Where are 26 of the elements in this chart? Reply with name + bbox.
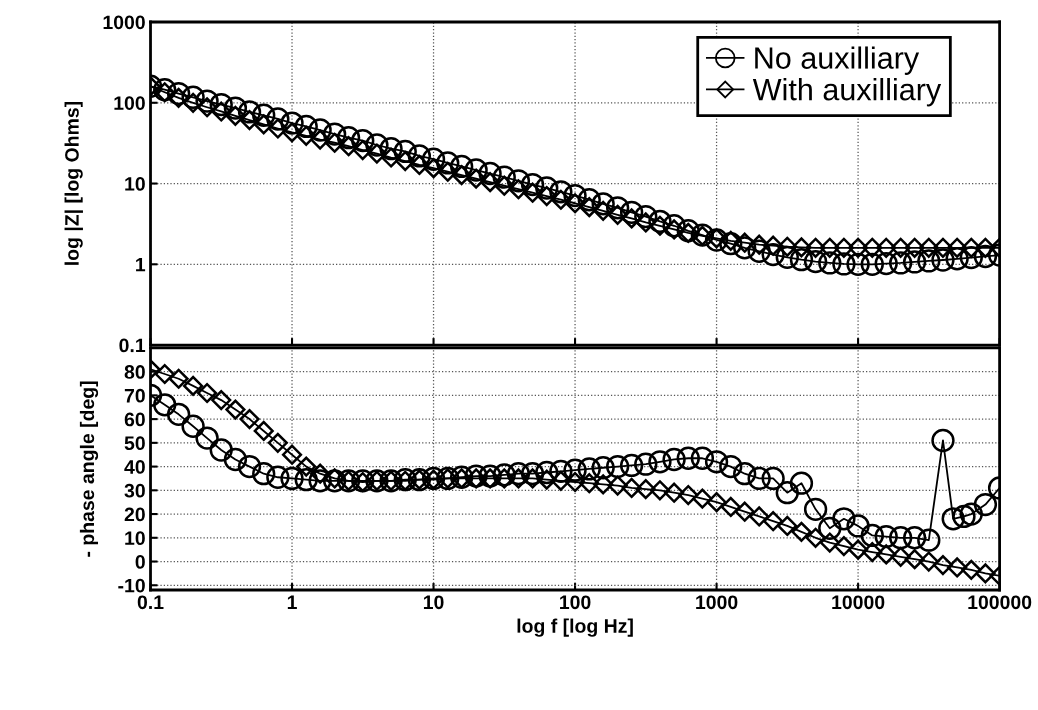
x-tick-label: 10000	[832, 595, 885, 610]
y-tick-label: 20	[124, 507, 145, 522]
y-tick-label: 1	[136, 257, 146, 272]
y-tick-label: 100	[114, 96, 145, 111]
x-tick-label: 100000	[968, 595, 1032, 610]
x-tick-label: 100	[560, 595, 591, 610]
x-tick-label: 10	[423, 595, 444, 610]
x-tick-label: 1	[287, 595, 297, 609]
legend-label: No auxilliary	[755, 46, 920, 75]
legend-label: With auxilliary	[752, 77, 942, 107]
y-tick-label: 80	[124, 365, 145, 379]
y-tick-label: 70	[124, 388, 145, 403]
y-tick-label: 1000	[103, 15, 145, 30]
y-tick-label: 60	[124, 412, 145, 427]
y-tick-label: 30	[124, 483, 145, 498]
y-axis-title: log |Z| [log Ohms]	[64, 101, 83, 265]
y-axis-title: - phase angle [deg]	[79, 381, 99, 557]
y-tick-label: 50	[124, 436, 145, 451]
x-axis-title: log f [log Hz]	[517, 618, 633, 637]
y-tick-label: -10	[118, 578, 145, 593]
y-tick-label: 10	[125, 531, 145, 546]
y-tick-label: 40	[124, 460, 145, 474]
y-tick-label: 10	[125, 177, 145, 191]
x-tick-label: 1000	[696, 595, 738, 610]
y-tick-label: 0.1	[119, 338, 146, 353]
y-tick-label: 0	[135, 554, 145, 569]
